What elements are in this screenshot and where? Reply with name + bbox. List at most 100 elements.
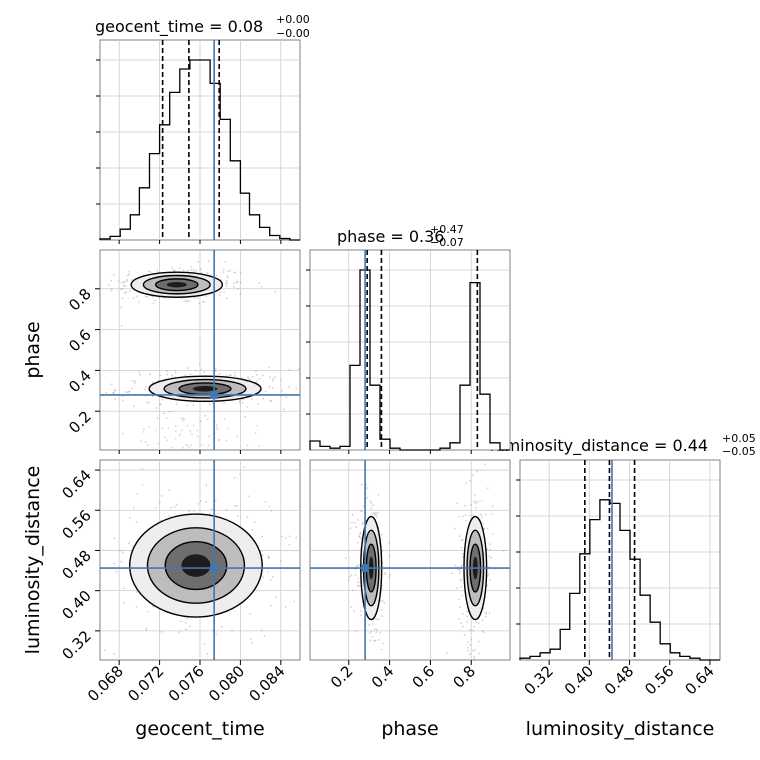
sample-point [174, 425, 177, 428]
sample-point [123, 281, 125, 283]
title-phase-sub: −0.07 [430, 236, 464, 249]
hist-panel-phase [306, 249, 511, 451]
sample-point [375, 628, 378, 631]
sample-point [155, 429, 158, 432]
contour-line [164, 540, 228, 591]
sample-point [214, 368, 217, 370]
sample-point [236, 281, 238, 284]
sample-point [261, 554, 264, 557]
sample-point [457, 618, 460, 620]
sample-point [486, 487, 489, 490]
sample-point [243, 466, 246, 469]
sample-point [192, 404, 195, 407]
sample-point [380, 533, 383, 536]
sample-point [139, 440, 142, 442]
sample-point [175, 503, 178, 506]
sample-point [353, 610, 356, 612]
density-content [344, 463, 505, 660]
sample-point [361, 523, 364, 525]
sample-point [188, 299, 191, 302]
sample-point [484, 513, 487, 516]
sample-point [139, 373, 142, 376]
histogram-step [309, 269, 510, 451]
sample-point [270, 509, 273, 512]
sample-point [215, 633, 218, 636]
sample-point [115, 570, 118, 573]
sample-point [161, 427, 164, 430]
sample-point [113, 537, 116, 540]
sample-point [454, 564, 457, 567]
sample-point [232, 286, 235, 288]
sample-point [178, 267, 181, 270]
sample-point [388, 555, 391, 558]
x-tick-label: 0.2 [327, 662, 357, 692]
sample-point [110, 287, 113, 290]
sample-point [474, 493, 476, 496]
sample-point [196, 429, 199, 432]
sample-point [189, 430, 192, 433]
sample-point [359, 531, 362, 534]
sample-point [262, 576, 265, 579]
sample-point [256, 379, 258, 382]
xlabel-geocent-time: geocent_time [135, 718, 264, 740]
sample-point [145, 627, 148, 630]
density-content [88, 466, 298, 655]
sample-point [239, 292, 242, 295]
sample-point [88, 575, 90, 577]
sample-point [251, 375, 254, 378]
sample-point [247, 495, 250, 498]
sample-point [456, 502, 459, 505]
hist-panel-luminosity-distance [516, 459, 721, 661]
sample-point [233, 271, 236, 274]
sample-point [355, 630, 358, 632]
sample-point [460, 546, 463, 549]
sample-point [236, 504, 239, 507]
sample-point [195, 269, 198, 272]
sample-point [173, 506, 176, 508]
sample-point [490, 556, 493, 559]
sample-point [168, 489, 171, 492]
sample-point [357, 535, 360, 537]
sample-point [472, 629, 475, 632]
sample-point [371, 512, 373, 515]
sample-point [217, 439, 220, 441]
sample-point [288, 535, 291, 538]
sample-point [374, 512, 377, 514]
sample-point [199, 420, 201, 422]
sample-point [105, 391, 108, 394]
sample-point [121, 432, 124, 435]
sample-point [226, 280, 228, 282]
sample-point [171, 374, 174, 377]
contour-line [128, 513, 263, 618]
sample-point [32, 279, 34, 281]
sample-point [347, 578, 350, 581]
sample-point [250, 638, 252, 640]
sample-point [158, 501, 161, 504]
sample-point [225, 508, 228, 511]
sample-point [458, 535, 461, 538]
sample-point [466, 646, 469, 649]
sample-point [473, 625, 476, 628]
sample-point [186, 300, 189, 303]
sample-point [348, 575, 351, 578]
sample-point [207, 444, 210, 447]
sample-point [183, 299, 186, 302]
sample-point [236, 280, 239, 283]
sample-point [123, 601, 125, 604]
sample-point [355, 526, 357, 529]
sample-point [486, 527, 489, 530]
sample-point [123, 281, 126, 284]
sample-point [191, 433, 193, 436]
sample-point [158, 403, 161, 406]
sample-point [186, 404, 189, 407]
sample-point [199, 420, 202, 423]
sample-point [377, 493, 380, 496]
sample-point [159, 374, 162, 377]
sample-point [170, 506, 173, 509]
sample-point [142, 430, 145, 433]
sample-point [357, 585, 360, 587]
density-panel-phase-luminosity-distance [309, 459, 511, 661]
sample-point [180, 417, 183, 420]
sample-point [189, 625, 192, 628]
sample-point [359, 532, 361, 535]
